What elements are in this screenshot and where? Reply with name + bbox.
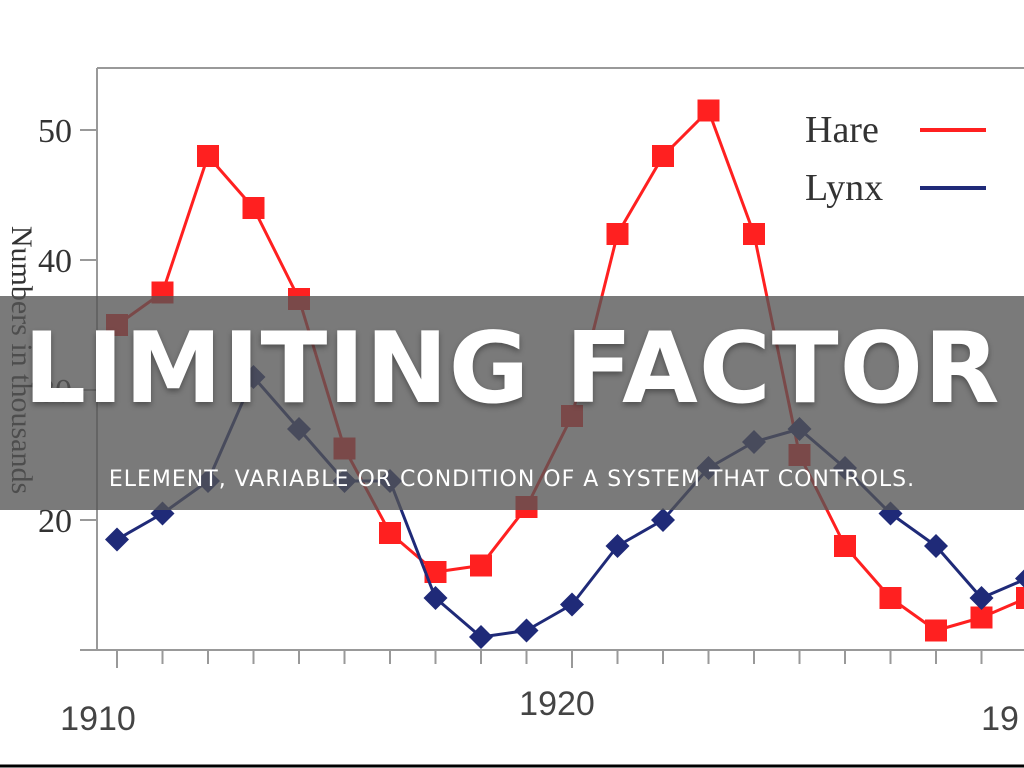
data-point-hare xyxy=(697,99,720,122)
data-point-lynx xyxy=(105,527,129,552)
legend: Hare Lynx xyxy=(805,109,986,209)
data-point-hare xyxy=(652,145,674,167)
data-point-lynx xyxy=(924,534,948,558)
data-point-lynx xyxy=(969,586,994,610)
title-banner: LIMITING FACTOR ELEMENT, VARIABLE OR CON… xyxy=(0,296,1024,510)
legend-label-lynx: Lynx xyxy=(805,167,883,209)
x-tick-label: 19 xyxy=(981,700,1019,738)
data-point-hare xyxy=(424,561,447,583)
data-point-hare xyxy=(606,223,629,245)
data-point-lynx xyxy=(651,508,675,532)
x-tick-label: 1920 xyxy=(519,685,595,723)
y-tick-label: 50 xyxy=(38,113,72,150)
banner-title: LIMITING FACTOR xyxy=(23,312,1001,426)
data-point-lynx xyxy=(605,534,630,558)
data-point-hare xyxy=(470,554,492,577)
data-point-hare xyxy=(970,606,993,629)
data-point-lynx xyxy=(1015,569,1024,588)
data-point-lynx xyxy=(469,625,493,649)
x-tick-group: 1910 1920 19 xyxy=(60,650,1019,738)
data-point-hare xyxy=(743,223,765,245)
x-tick-label: 1910 xyxy=(60,700,136,738)
data-point-hare xyxy=(879,587,902,609)
data-point-hare xyxy=(1016,587,1024,609)
y-tick-label: 40 xyxy=(38,243,72,280)
data-point-hare xyxy=(834,535,856,557)
data-point-lynx xyxy=(514,618,539,643)
data-point-hare xyxy=(242,197,265,219)
data-point-lynx xyxy=(423,586,448,610)
data-point-hare xyxy=(379,522,401,544)
legend-label-hare: Hare xyxy=(805,109,879,151)
banner-subtitle: ELEMENT, VARIABLE OR CONDITION OF A SYST… xyxy=(108,467,916,492)
data-point-lynx xyxy=(560,592,584,617)
data-point-hare xyxy=(197,145,219,167)
data-point-hare xyxy=(925,619,947,642)
